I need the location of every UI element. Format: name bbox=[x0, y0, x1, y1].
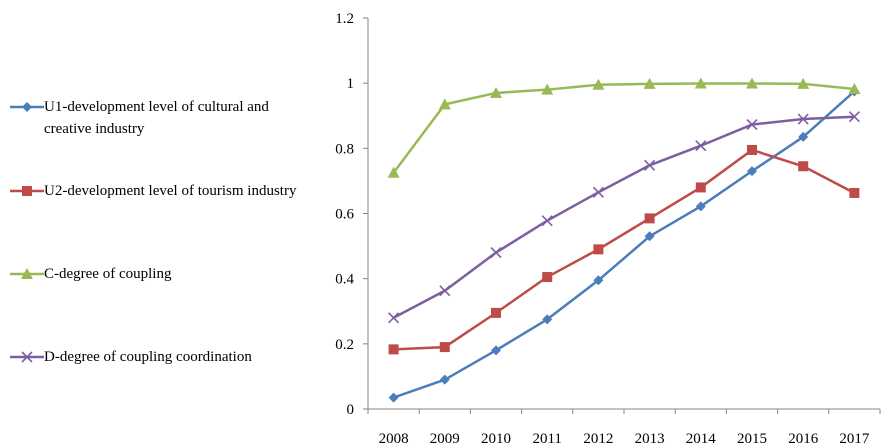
x-tick-label: 2015 bbox=[737, 431, 767, 447]
data-point bbox=[592, 186, 604, 198]
y-tick-label: 1 bbox=[347, 76, 355, 92]
y-tick-label: 1.2 bbox=[335, 11, 354, 27]
y-tick-label: 0.6 bbox=[335, 207, 354, 223]
legend-label-c: C-degree of coupling bbox=[44, 266, 172, 282]
data-point bbox=[746, 77, 758, 89]
series-line bbox=[393, 148, 855, 351]
legend-label-d: D-degree of coupling coordination bbox=[44, 349, 252, 365]
data-point bbox=[848, 83, 861, 95]
x-tick-label: 2011 bbox=[532, 431, 561, 447]
data-point bbox=[747, 166, 757, 177]
data-point bbox=[439, 285, 451, 297]
data-point bbox=[541, 215, 553, 227]
data-point bbox=[798, 161, 809, 172]
data-point bbox=[593, 244, 604, 255]
data-point bbox=[849, 187, 860, 198]
data-point bbox=[439, 342, 450, 353]
x-tick-label: 2012 bbox=[583, 431, 613, 447]
series-line bbox=[393, 90, 856, 399]
legend-marker-u1 bbox=[10, 102, 44, 112]
data-point bbox=[388, 312, 400, 324]
data-point bbox=[695, 140, 707, 152]
legend-item-u2: U2-development level of tourism industry bbox=[10, 180, 306, 202]
series-line bbox=[393, 115, 855, 319]
data-point bbox=[746, 118, 758, 131]
data-point bbox=[541, 83, 554, 95]
data-point bbox=[438, 98, 451, 110]
data-point bbox=[490, 86, 502, 98]
x-tick-label: 2008 bbox=[379, 431, 409, 447]
x-tick-label: 2013 bbox=[635, 431, 665, 447]
data-point bbox=[592, 78, 605, 90]
chart-legend: U1-development level of cultural and cre… bbox=[10, 0, 310, 447]
y-tick-label: 0.8 bbox=[335, 141, 354, 157]
data-point bbox=[695, 182, 706, 193]
legend-marker-d bbox=[10, 351, 44, 363]
legend-label-u1: U1-development level of cultural and cre… bbox=[44, 99, 269, 137]
legend-item-d: D-degree of coupling coordination bbox=[10, 346, 306, 368]
data-point bbox=[490, 247, 502, 259]
chart-axes: 0 0.2 0.4 0.6 0.8 1 1.2 2008 2009 2010 2011 2012 201… bbox=[335, 11, 881, 447]
data-point bbox=[388, 344, 399, 355]
series-4 bbox=[388, 111, 860, 324]
data-point bbox=[695, 201, 706, 212]
legend-label-u2: U2-development level of tourism industry bbox=[44, 183, 297, 199]
data-point bbox=[644, 231, 655, 242]
series-line bbox=[392, 82, 855, 174]
data-point bbox=[797, 113, 809, 125]
y-tick-label: 0 bbox=[347, 402, 355, 418]
data-point bbox=[387, 166, 400, 178]
data-point bbox=[593, 275, 604, 286]
series-2 bbox=[388, 144, 860, 355]
legend-item-u1: U1-development level of cultural and cre… bbox=[10, 96, 306, 140]
y-tick-label: 0.4 bbox=[335, 272, 354, 288]
legend-marker-c bbox=[10, 268, 44, 279]
series-1 bbox=[388, 86, 860, 403]
x-tick-label: 2016 bbox=[788, 431, 819, 447]
x-tick-label: 2009 bbox=[430, 431, 460, 447]
data-point bbox=[747, 144, 757, 155]
x-tick-label: 2014 bbox=[686, 431, 717, 447]
data-point bbox=[491, 345, 501, 356]
data-point bbox=[798, 131, 809, 142]
legend-item-c: C-degree of coupling bbox=[10, 263, 306, 285]
data-point bbox=[542, 314, 553, 325]
data-point bbox=[542, 272, 553, 283]
x-tick-label: 2017 bbox=[839, 431, 870, 447]
data-point bbox=[388, 392, 399, 403]
data-point bbox=[643, 77, 656, 89]
data-point bbox=[848, 111, 860, 123]
x-tick-label: 2010 bbox=[481, 431, 511, 447]
series-3 bbox=[387, 77, 861, 178]
data-point bbox=[491, 307, 501, 318]
data-point bbox=[644, 159, 656, 171]
data-point bbox=[439, 374, 450, 385]
y-tick-label: 0.2 bbox=[335, 337, 354, 353]
data-point bbox=[644, 213, 655, 224]
data-point bbox=[694, 77, 707, 89]
chart-series bbox=[387, 77, 861, 403]
legend-marker-u2 bbox=[10, 186, 44, 196]
data-point bbox=[797, 77, 810, 89]
